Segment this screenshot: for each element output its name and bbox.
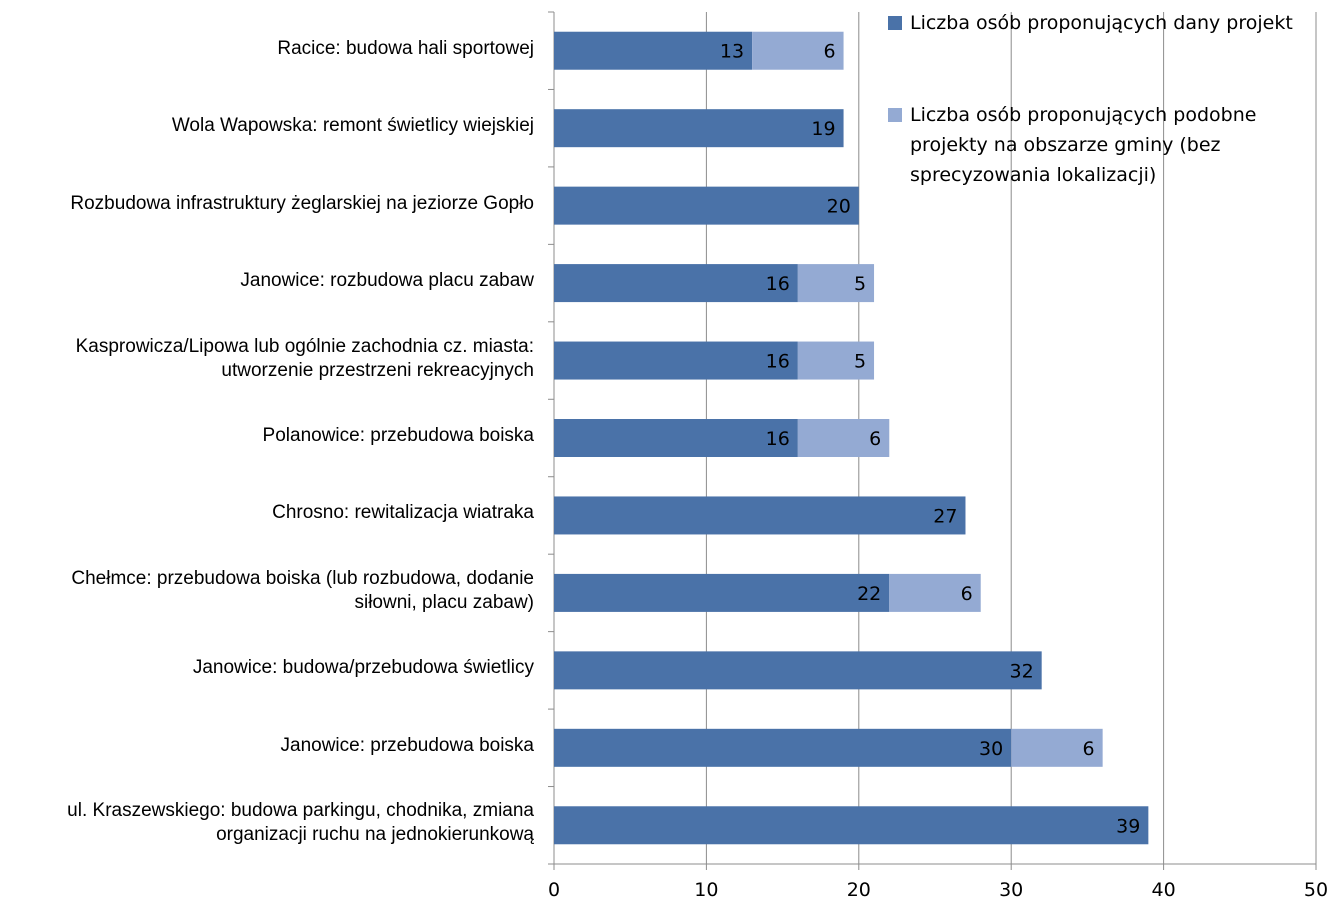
bar-series-1-row-2 (554, 109, 844, 148)
gridlines (705, 12, 1317, 864)
x-tick-label-50: 50 (1304, 879, 1328, 901)
data-label-series-1-row-5: 16 (766, 351, 790, 373)
bar-series-1-row-9 (554, 651, 1042, 690)
category-label-2: Wola Wapowska: remont świetlicy wiejskie… (171, 115, 534, 137)
bar-series-1-row-1 (554, 31, 753, 70)
bar-series-2-row-5 (797, 341, 875, 380)
data-label-series-1-row-9: 32 (1009, 660, 1033, 682)
data-label-series-1-row-6: 16 (766, 428, 790, 450)
legend-swatch-series-1 (888, 16, 902, 30)
category-label-8: Chełmce: przebudowa boiska (lub rozbudow… (71, 567, 534, 613)
category-label-11: ul. Kraszewskiego: budowa parkingu, chod… (67, 800, 534, 846)
data-label-series-1-row-3: 20 (827, 196, 851, 218)
category-label-9: Janowice: budowa/przebudowa świetlicy (192, 657, 534, 679)
bar-series-2-row-10 (1011, 728, 1103, 767)
bar-series-1-row-5 (554, 341, 798, 380)
legend-label-series-2: Liczba osób proponujących podobne projek… (910, 104, 1257, 186)
data-label-series-1-row-4: 16 (766, 273, 790, 295)
category-label-7: Chrosno: rewitalizacja wiatraka (272, 502, 534, 524)
bar-series-1-row-8 (554, 573, 890, 612)
data-label-series-2-row-8: 6 (961, 583, 973, 605)
bar-series-1-row-3 (554, 186, 859, 225)
bar-series-1-row-11 (554, 806, 1149, 845)
bar-series-1-row-10 (554, 728, 1012, 767)
category-label-10: Janowice: przebudowa boiska (280, 734, 535, 756)
bar-series-2-row-1 (752, 31, 844, 70)
bar-series-1-row-6 (554, 419, 798, 457)
data-label-series-1-row-10: 30 (979, 738, 1003, 760)
category-label-4: Janowice: rozbudowa placu zabaw (240, 270, 534, 292)
data-label-series-2-row-5: 5 (854, 351, 866, 373)
data-label-series-1-row-7: 27 (933, 505, 957, 527)
x-tick-label-30: 30 (999, 879, 1023, 901)
bar-series-2-row-6 (797, 419, 890, 457)
bar-series-1-row-7 (554, 496, 966, 535)
data-label-series-2-row-4: 5 (854, 273, 866, 295)
bar-series-2-row-8 (889, 573, 981, 612)
legend-label-series-1: Liczba osób proponujących dany projekt (910, 12, 1293, 34)
data-label-series-1-row-11: 39 (1116, 815, 1140, 837)
data-label-series-2-row-10: 6 (1083, 738, 1095, 760)
category-label-6: Polanowice: przebudowa boiska (262, 425, 534, 446)
data-label-series-1-row-2: 19 (811, 118, 835, 140)
bar-series-2-row-4 (797, 264, 875, 303)
category-label-3: Rozbudowa infrastruktury żeglarskiej na … (70, 192, 534, 214)
x-tick-label-20: 20 (847, 879, 871, 901)
bar-series-1-row-4 (554, 264, 798, 303)
category-label-1: Racice: budowa hali sportowej (277, 37, 534, 59)
data-label-series-1-row-8: 22 (857, 583, 881, 605)
category-label-5: Kasprowicza/Lipowa lub ogólnie zachodnia… (75, 335, 534, 381)
data-label-series-1-row-1: 13 (720, 41, 744, 63)
data-label-series-2-row-6: 6 (869, 428, 881, 450)
x-tick-label-0: 0 (548, 879, 560, 901)
bars: 13 6 19 20 16 5 16 5 16 6 27 22 6 32 30 6 39 (554, 31, 1149, 845)
x-tick-label-10: 10 (694, 879, 718, 901)
x-tick-labels: 0 10 20 30 40 50 (548, 879, 1328, 901)
legend-swatch-series-2 (888, 108, 902, 122)
data-label-series-2-row-1: 6 (823, 41, 835, 63)
x-tick-label-40: 40 (1152, 879, 1176, 901)
